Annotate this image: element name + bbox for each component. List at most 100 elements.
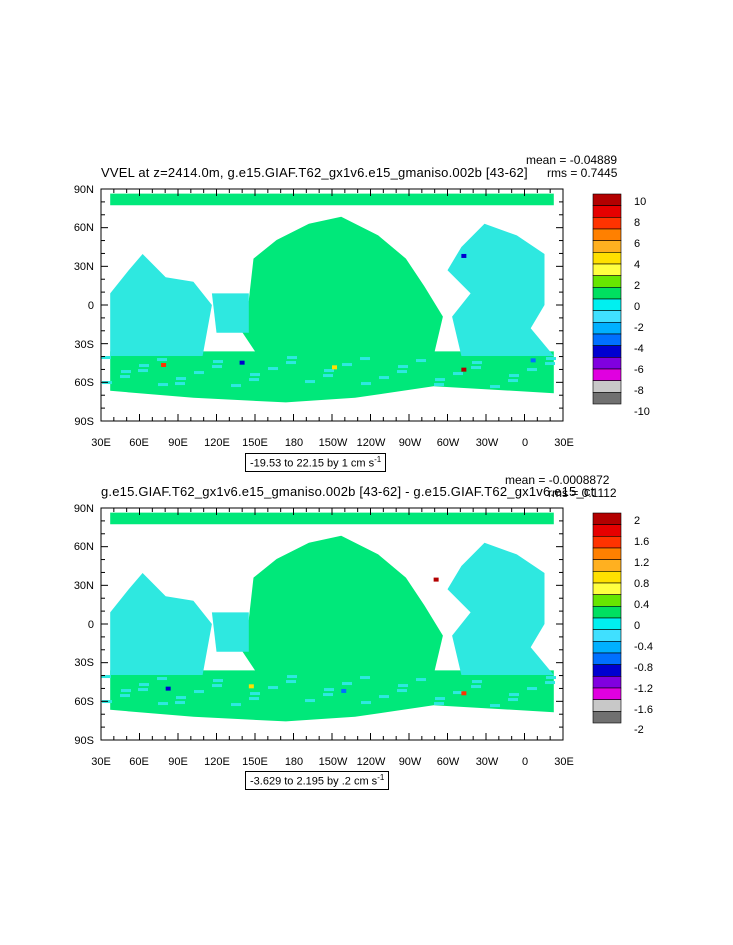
ocean-texture [121, 370, 131, 374]
colorbar-box [592, 524, 622, 537]
contour-range-label: -19.53 to 22.15 by 1 cm s-1 [245, 453, 387, 472]
ocean-texture [139, 683, 149, 687]
ocean-texture [527, 368, 537, 372]
colorbar-label: -2 [634, 322, 644, 334]
value-spot [461, 253, 467, 258]
ocean-texture [231, 384, 241, 388]
y-tick-label: 0 [87, 300, 94, 312]
x-tick-label: 180 [284, 756, 304, 768]
x-tick-label: 120E [204, 756, 230, 768]
y-tick-label: 90N [73, 503, 94, 515]
ocean-texture [490, 704, 500, 708]
ocean-texture [287, 675, 297, 679]
ocean-texture [249, 697, 259, 701]
y-tick-label: 30N [73, 580, 94, 592]
ocean-texture [435, 697, 445, 701]
ocean-texture [139, 364, 149, 368]
colorbar-label: 6 [634, 238, 641, 250]
ocean-region [110, 193, 554, 206]
value-spot [461, 367, 467, 372]
y-tick-label: 90S [74, 416, 94, 428]
ocean-texture [250, 692, 260, 696]
ocean-texture [416, 678, 426, 682]
ocean-region [110, 573, 212, 675]
ocean-region [239, 535, 443, 689]
colorbar-label: 10 [634, 196, 647, 208]
y-tick-label: 30S [74, 339, 94, 351]
ocean-region [447, 223, 554, 356]
colorbar-box [592, 512, 622, 525]
ocean-texture [379, 695, 389, 699]
y-tick-label: 0 [87, 619, 94, 631]
ocean-texture [175, 382, 185, 386]
ocean-texture [323, 374, 333, 378]
ocean-texture [434, 702, 444, 706]
ocean-texture [546, 676, 556, 680]
colorbar-label: -0.8 [634, 662, 653, 674]
x-tick-label: 90W [398, 756, 422, 768]
colorbar-box [592, 547, 622, 560]
colorbar-label: 4 [634, 259, 641, 271]
ocean-texture [175, 701, 185, 705]
mean-value: mean = -0.04889 [526, 153, 618, 167]
ocean-region [211, 293, 249, 333]
colorbar-box [592, 676, 622, 689]
colorbar-box [592, 571, 622, 584]
ocean-texture [435, 378, 445, 382]
y-tick-label: 30S [74, 657, 94, 669]
ocean-texture [287, 356, 297, 360]
ocean-texture [121, 689, 131, 693]
value-spot [165, 686, 171, 691]
ocean-texture [305, 380, 315, 384]
colorbar-label: 2 [634, 515, 641, 527]
ocean-texture [194, 371, 204, 375]
ocean-region [211, 612, 249, 652]
plot-panel-1: VVEL at z=2414.0m, g.e15.GIAF.T62_gx1v6.… [0, 0, 733, 472]
colorbar-box [592, 711, 622, 724]
ocean-texture [360, 676, 370, 680]
y-tick-label: 30N [73, 261, 94, 273]
ocean-texture [286, 361, 296, 365]
colorbar-box [592, 392, 622, 405]
ocean-texture [509, 693, 519, 697]
x-tick-label: 90W [398, 437, 422, 449]
y-tick-label: 90N [73, 184, 94, 196]
ocean-texture [305, 699, 315, 703]
ocean-texture [416, 359, 426, 363]
x-tick-label: 30W [475, 756, 499, 768]
ocean-texture [527, 687, 537, 691]
colorbar-label: -6 [634, 364, 644, 376]
colorbar-label: 8 [634, 217, 641, 229]
ocean-texture [397, 370, 407, 374]
ocean-texture [286, 680, 296, 684]
colorbar-box [592, 594, 622, 607]
ocean-texture [472, 680, 482, 684]
colorbar-box [592, 617, 622, 630]
colorbar-label: -10 [634, 406, 650, 418]
ocean-texture [398, 684, 408, 688]
x-tick-label: 150E [242, 756, 268, 768]
value-spot [341, 688, 347, 693]
ocean-texture [361, 382, 371, 386]
colorbar-box [592, 582, 622, 595]
ocean-texture [250, 373, 260, 377]
x-tick-label: 30W [475, 437, 499, 449]
ocean-texture [268, 367, 278, 371]
colorbar-label: -8 [634, 385, 644, 397]
colorbar-label: -0.4 [634, 641, 653, 653]
value-spot [433, 577, 439, 582]
colorbar-label: 0.8 [634, 578, 650, 590]
x-tick-label: 90E [168, 437, 188, 449]
mean-value: mean = -0.0008872 [505, 473, 610, 487]
value-spot [248, 684, 254, 689]
ocean-texture [490, 385, 500, 389]
range-text: -19.53 to 22.15 by 1 cm s [250, 457, 375, 470]
x-tick-label: 150E [242, 437, 268, 449]
range-unit-exponent: -1 [377, 773, 385, 782]
value-spot [530, 358, 536, 363]
ocean-texture [453, 691, 463, 695]
x-tick-label: 90E [168, 756, 188, 768]
colorbar-label: 1.6 [634, 536, 650, 548]
ocean-texture [213, 360, 223, 364]
